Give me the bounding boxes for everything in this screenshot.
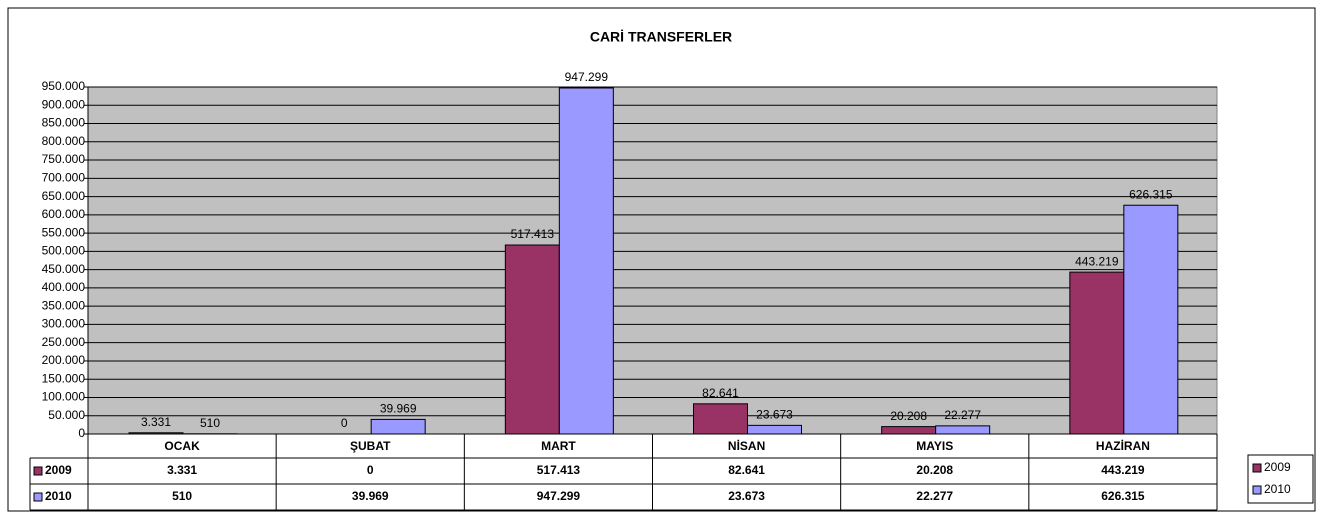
y-tick-label: 350.000 [42, 298, 86, 312]
data-label: 23.673 [756, 408, 793, 422]
data-label: 510 [200, 416, 220, 430]
table-category: MAYIS [916, 439, 953, 453]
y-tick-label: 50.000 [48, 408, 85, 422]
bar [747, 424, 802, 435]
data-label: 3.331 [141, 415, 171, 429]
y-tick-label: 500.000 [42, 244, 86, 258]
y-tick-label: 250.000 [42, 335, 86, 349]
data-label: 626.315 [1129, 187, 1173, 201]
data-label: 82.641 [702, 386, 739, 400]
data-label: 947.299 [565, 70, 609, 84]
data-label: 39.969 [380, 402, 417, 416]
legend-key [1252, 463, 1262, 473]
y-tick-label: 900.000 [42, 97, 86, 111]
y-tick-label: 550.000 [42, 225, 86, 239]
legend [1247, 454, 1314, 504]
data-label: 0 [341, 416, 348, 430]
bar [504, 244, 560, 435]
table-category: NİSAN [728, 438, 765, 453]
table-cell: 20.208 [916, 463, 953, 477]
data-label: 517.413 [511, 227, 555, 241]
table-cell: 0 [367, 463, 374, 477]
legend-label: 2010 [1264, 482, 1291, 496]
table-cell: 82.641 [728, 463, 765, 477]
bar [370, 418, 426, 435]
chart-title: CARİ TRANSFERLER [590, 29, 732, 45]
y-tick-label: 750.000 [42, 152, 86, 166]
table-category: HAZİRAN [1096, 438, 1150, 453]
table-cell: 443.219 [1101, 463, 1145, 477]
bar [935, 425, 991, 435]
bar [1123, 204, 1179, 435]
table-cell: 23.673 [728, 489, 765, 503]
legend-key [1252, 485, 1262, 495]
legend-key [33, 466, 43, 476]
y-tick-label: 0 [78, 426, 85, 440]
y-tick-label: 450.000 [42, 262, 86, 276]
y-tick-label: 600.000 [42, 207, 86, 221]
bar [1069, 271, 1125, 435]
table-series-name: 2010 [45, 489, 72, 503]
y-tick-label: 650.000 [42, 189, 86, 203]
table-category: ŞUBAT [350, 439, 391, 453]
y-tick-label: 100.000 [42, 390, 86, 404]
y-tick-label: 300.000 [42, 317, 86, 331]
bar [693, 403, 748, 435]
table-cell: 510 [172, 489, 192, 503]
data-label: 22.277 [944, 408, 981, 422]
y-tick-label: 200.000 [42, 353, 86, 367]
bar [881, 426, 937, 435]
bar [558, 87, 614, 435]
y-tick-label: 400.000 [42, 280, 86, 294]
y-tick-label: 800.000 [42, 134, 86, 148]
legend-key [33, 492, 43, 502]
data-label: 20.208 [890, 409, 927, 423]
y-tick-label: 150.000 [42, 371, 86, 385]
table-cell: 22.277 [916, 489, 953, 503]
data-label: 443.219 [1075, 254, 1119, 268]
table-cell: 39.969 [352, 489, 389, 503]
table-series-name: 2009 [45, 463, 72, 477]
plot-area [87, 86, 1218, 435]
legend-label: 2009 [1264, 460, 1291, 474]
y-tick-label: 850.000 [42, 116, 86, 130]
table-category: MART [541, 439, 576, 453]
table-cell: 517.413 [537, 463, 581, 477]
table-cell: 3.331 [167, 463, 197, 477]
y-tick-label: 950.000 [42, 79, 86, 93]
table-category: OCAK [164, 439, 200, 453]
table-cell: 947.299 [537, 489, 581, 503]
table-cell: 626.315 [1101, 489, 1145, 503]
y-tick-label: 700.000 [42, 170, 86, 184]
